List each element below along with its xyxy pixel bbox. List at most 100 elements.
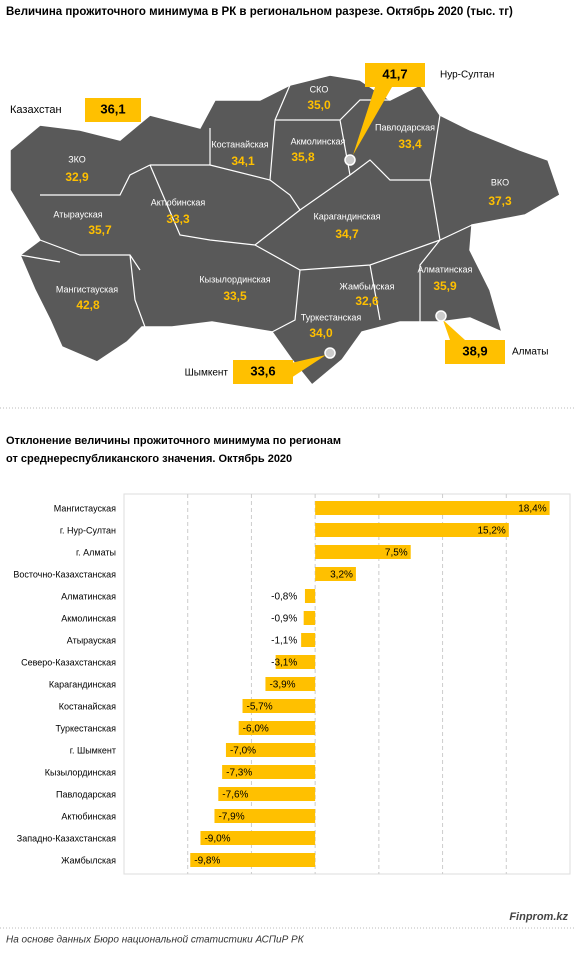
city-name: Шымкент (185, 368, 229, 379)
y-tick-label: Алматинская (61, 591, 116, 601)
bar (265, 677, 316, 691)
region-value: 33,4 (398, 137, 422, 151)
city-dot (435, 310, 447, 322)
value-box (445, 340, 505, 364)
bar (304, 589, 316, 603)
city-name: Нур-Султан (440, 70, 494, 81)
bar (315, 567, 356, 581)
region-name: Мангистауская (56, 284, 118, 294)
y-tick-label: Туркестанская (56, 723, 117, 733)
y-tick-label: Восточно-Казахстанская (13, 569, 116, 579)
value-label: -0,8% (271, 592, 297, 603)
bar (275, 655, 316, 669)
country-name: Казахстан (10, 104, 62, 116)
chart-title: Отклонение величины прожиточного минимум… (6, 435, 341, 447)
y-tick-label: г. Нур-Султан (60, 525, 116, 535)
bar (301, 633, 316, 647)
city-value: 38,9 (462, 343, 487, 358)
y-tick-label: г. Шымкент (70, 745, 116, 755)
value-label: 7,5% (385, 548, 408, 559)
region-name: ВКО (491, 177, 509, 187)
bar (214, 809, 316, 823)
brand: Finprom.kz (509, 911, 568, 923)
callout-pointer (353, 87, 392, 155)
value-label: -7,0% (230, 746, 256, 757)
city-value: 41,7 (382, 66, 407, 81)
region-value: 35,7 (88, 223, 112, 237)
region-name: Кызылординская (199, 274, 270, 284)
value-label: -6,0% (243, 724, 269, 735)
value-box (365, 63, 425, 87)
value-label: -7,9% (218, 812, 244, 823)
y-tick-label: г. Алматы (76, 547, 116, 557)
y-tick-label: Атырауская (67, 635, 116, 645)
value-label: -9,0% (204, 834, 230, 845)
region-name: Акмолинская (291, 136, 346, 146)
chart-subtitle: от среднереспубликанского значения. Октя… (6, 453, 292, 465)
bar (225, 743, 316, 757)
y-tick-label: Кызылординская (45, 767, 116, 777)
plot-frame (123, 493, 571, 875)
y-tick-label: Костанайская (59, 701, 116, 711)
region-name: ЗКО (68, 154, 86, 164)
region-value: 32,9 (65, 170, 89, 184)
value-label: -3,9% (269, 680, 295, 691)
value-box (233, 360, 293, 384)
value-label: -9,8% (194, 856, 220, 867)
region-value: 33,3 (166, 212, 190, 226)
value-label: -5,7% (247, 702, 273, 713)
y-tick-label: Северо-Казахстанская (21, 657, 116, 667)
y-tick-label: Павлодарская (56, 789, 116, 799)
y-tick-label: Актюбинская (61, 811, 116, 821)
bar (218, 787, 316, 801)
region-value: 35,0 (307, 98, 331, 112)
region-borders (19, 84, 473, 333)
region-value: 37,3 (488, 194, 512, 208)
region-name: Костанайская (211, 139, 268, 149)
value-label: -0,9% (271, 614, 297, 625)
country-shape (9, 74, 561, 387)
city-value: 33,6 (250, 363, 275, 378)
value-label: 15,2% (477, 526, 505, 537)
bar (315, 501, 550, 515)
country-value: 36,1 (100, 101, 125, 116)
region-value: 42,8 (76, 298, 100, 312)
region-name: Жамбылская (340, 281, 395, 291)
map-title: Величина прожиточного минимума в РК в ре… (6, 6, 513, 18)
region-value: 34,1 (231, 154, 255, 168)
y-tick-label: Карагандинская (49, 679, 116, 689)
region-value: 35,9 (433, 279, 457, 293)
city-dot (324, 347, 336, 359)
bar (238, 721, 316, 735)
y-tick-label: Западно-Казахстанская (17, 833, 116, 843)
value-box (85, 98, 141, 122)
callout-pointer (291, 355, 326, 378)
callout-pointer (443, 320, 465, 340)
value-label: -3,1% (271, 658, 297, 669)
region-value: 35,8 (291, 150, 315, 164)
region-name: Карагандинская (313, 211, 380, 221)
source: На основе данных Бюро национальной стати… (6, 935, 305, 946)
y-tick-label: Жамбылская (61, 855, 116, 865)
region-name: Алматинская (418, 264, 473, 274)
value-label: -7,3% (226, 768, 252, 779)
bar (222, 765, 316, 779)
bar (200, 831, 316, 845)
bar (315, 545, 411, 559)
region-value: 33,5 (223, 289, 247, 303)
bar (303, 611, 316, 625)
bar (242, 699, 316, 713)
value-label: 18,4% (518, 504, 546, 515)
map (9, 74, 561, 387)
region-name: Атырауская (53, 209, 102, 219)
city-dot (344, 154, 356, 166)
value-label: 3,2% (330, 570, 353, 581)
region-name: Актюбинская (151, 197, 206, 207)
region-value: 34,7 (335, 227, 359, 241)
region-value: 34,0 (309, 326, 333, 340)
y-tick-label: Акмолинская (61, 613, 116, 623)
region-name: Павлодарская (375, 122, 435, 132)
value-label: -1,1% (271, 636, 297, 647)
region-value: 32,6 (355, 294, 379, 308)
